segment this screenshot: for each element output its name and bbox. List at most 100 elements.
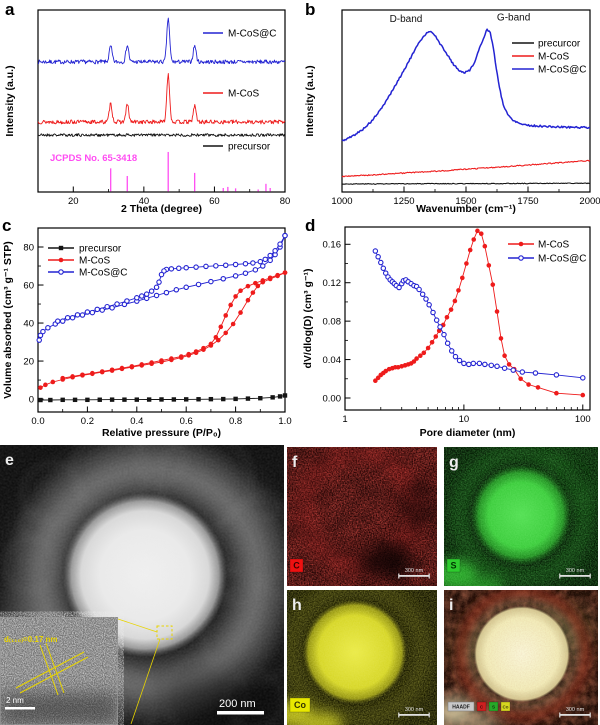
panel-b-raman-chart: 1000 1250 1500 1750 2000 Wavenumber (cm⁻¹) Int… xyxy=(300,0,600,215)
overlay-legend: HAADF C S Co xyxy=(447,701,511,712)
element-tag-chip: S xyxy=(446,558,461,573)
svg-text:S: S xyxy=(450,561,456,571)
svg-text:M-CoS@C: M-CoS@C xyxy=(228,29,277,40)
svg-text:40: 40 xyxy=(23,318,34,329)
scale-bar: 300 nm xyxy=(559,707,591,718)
y-axis-label: Intensity (a.u.) xyxy=(4,65,16,136)
svg-text:0.04: 0.04 xyxy=(323,355,342,366)
svg-text:Co: Co xyxy=(294,700,306,710)
svg-text:100: 100 xyxy=(575,414,591,425)
svg-text:C: C xyxy=(293,561,300,571)
panel-c-isotherm-chart: 0.0 0.2 0.4 0.6 0.8 1.0 0 20 40 60 80 Relative pres… xyxy=(0,215,300,445)
panel-i-overlay-map: i HAADF C S Co 300 nm xyxy=(444,590,598,725)
lattice-fringe-marker xyxy=(39,644,59,696)
svg-text:M-CoS@C: M-CoS@C xyxy=(538,254,587,265)
band-annotation: D-band xyxy=(390,14,423,25)
series-M-CoS@C xyxy=(36,232,288,343)
panel-label-i: i xyxy=(449,597,453,614)
spectrum-M-CoS@C xyxy=(341,28,591,142)
panel-label-a: a xyxy=(5,0,15,19)
svg-text:20: 20 xyxy=(23,356,34,367)
svg-text:40: 40 xyxy=(139,196,150,207)
scale-bar xyxy=(217,711,264,715)
svg-text:0.16: 0.16 xyxy=(323,240,342,251)
svg-text:20: 20 xyxy=(68,196,79,207)
legend: precurcor M-CoS M-CoS@C xyxy=(512,39,587,76)
x-axis-label: Pore diameter (nm) xyxy=(420,427,516,439)
svg-text:0.8: 0.8 xyxy=(229,416,242,427)
x-axis-label: Relative pressure (P/P₀) xyxy=(102,427,221,439)
svg-text:0.12: 0.12 xyxy=(323,278,342,289)
xrd-trace-M-CoS xyxy=(37,73,286,125)
zoom-region-box xyxy=(156,625,173,640)
svg-text:0.0: 0.0 xyxy=(31,416,44,427)
scale-bar-label: 200 nm xyxy=(219,698,256,710)
panel-f-carbon-map: f C 300 nm xyxy=(287,447,437,586)
isotherm-chart: 0.0 0.2 0.4 0.6 0.8 1.0 0 20 40 60 80 Relative pres… xyxy=(2,227,292,439)
svg-text:M-CoS@C: M-CoS@C xyxy=(538,65,587,76)
series-precursor xyxy=(38,393,288,403)
x-axis-label: Wavenumber (cm⁻¹) xyxy=(416,203,516,215)
svg-text:1750: 1750 xyxy=(517,196,538,207)
legend: M-CoS M-CoS@C xyxy=(508,240,587,265)
panel-label-f: f xyxy=(292,454,298,471)
svg-text:precurcor: precurcor xyxy=(538,39,581,50)
lattice-fringe-marker xyxy=(45,642,65,694)
hrtem-inset: d₍₁₁₀₎=0.17 nm 2 nm xyxy=(0,617,118,725)
y-axis-label: Intensity (a.u.) xyxy=(304,65,316,136)
series-M-CoS xyxy=(373,228,586,398)
y-axis-label: dV/dlog(D) (cm³ g⁻¹) xyxy=(302,268,314,368)
svg-text:precursor: precursor xyxy=(79,244,122,255)
panel-label-b: b xyxy=(305,0,316,19)
svg-text:M-CoS: M-CoS xyxy=(538,52,569,63)
svg-text:S: S xyxy=(492,705,495,710)
svg-text:0.6: 0.6 xyxy=(180,416,193,427)
svg-text:300 nm: 300 nm xyxy=(566,568,585,574)
svg-text:0: 0 xyxy=(29,394,34,405)
axes: 1000 1250 1500 1750 2000 Wavenumber (cm⁻¹) Int… xyxy=(304,9,600,215)
svg-text:1000: 1000 xyxy=(331,196,352,207)
svg-text:60: 60 xyxy=(23,280,34,291)
panel-e-tem-image: d₍₁₁₀₎=0.17 nm 2 nm e 200 nm xyxy=(0,445,284,725)
svg-text:0.00: 0.00 xyxy=(323,393,342,404)
svg-text:M-CoS: M-CoS xyxy=(538,240,569,251)
eds-map-cobalt: h Co 300 nm xyxy=(287,590,437,725)
axes: 20 40 60 80 2 Theta (degree) Intensity (a.u.) xyxy=(4,9,290,215)
tem-micrograph: d₍₁₁₀₎=0.17 nm 2 nm e 200 nm xyxy=(0,445,284,725)
svg-text:M-CoS: M-CoS xyxy=(228,89,259,100)
svg-text:10: 10 xyxy=(459,414,470,425)
svg-text:300 nm: 300 nm xyxy=(566,707,585,713)
panel-label-d: d xyxy=(305,216,316,235)
svg-text:0.2: 0.2 xyxy=(81,416,94,427)
axes: 0.0 0.2 0.4 0.6 0.8 1.0 0 20 40 60 80 Relative pres… xyxy=(2,227,292,439)
series-M-CoS@C xyxy=(372,248,586,381)
xrd-chart: 20 40 60 80 2 Theta (degree) Intensity (a.u.)… xyxy=(4,9,290,215)
svg-text:1250: 1250 xyxy=(393,196,414,207)
panel-d-pore-chart: 1 10 100 0.00 0.04 0.08 0.12 0.16 Pore diameter … xyxy=(300,215,600,445)
svg-text:precursor: precursor xyxy=(228,142,271,153)
panel-label-c: c xyxy=(2,216,12,235)
eds-map-carbon: f C 300 nm xyxy=(287,447,437,586)
legend: M-CoS@C M-CoS precursor xyxy=(203,29,277,153)
svg-text:C: C xyxy=(480,705,484,710)
svg-text:60: 60 xyxy=(209,196,220,207)
panel-label-h: h xyxy=(292,597,302,614)
pore-distribution-chart: 1 10 100 0.00 0.04 0.08 0.12 0.16 Pore diameter … xyxy=(302,226,591,439)
eds-map-sulfur: g S 300 nm xyxy=(444,447,598,586)
series-M-CoS xyxy=(38,270,288,390)
svg-text:300 nm: 300 nm xyxy=(405,568,424,574)
xrd-trace-precursor xyxy=(38,133,286,137)
svg-text:2000: 2000 xyxy=(579,196,600,207)
spectrum-precurcor xyxy=(341,182,591,185)
panel-label-e: e xyxy=(5,452,14,469)
svg-text:0.08: 0.08 xyxy=(323,316,342,327)
x-axis-label: 2 Theta (degree) xyxy=(121,203,202,215)
svg-text:M-CoS: M-CoS xyxy=(79,256,110,267)
svg-text:1.0: 1.0 xyxy=(278,416,291,427)
svg-text:HAADF: HAADF xyxy=(452,705,470,711)
panel-g-sulfur-map: g S 300 nm xyxy=(444,447,598,586)
svg-text:300 nm: 300 nm xyxy=(405,707,424,713)
element-tag-chip: C xyxy=(289,558,304,573)
jcpds-annotation: JCPDS No. 65-3418 xyxy=(50,153,137,164)
